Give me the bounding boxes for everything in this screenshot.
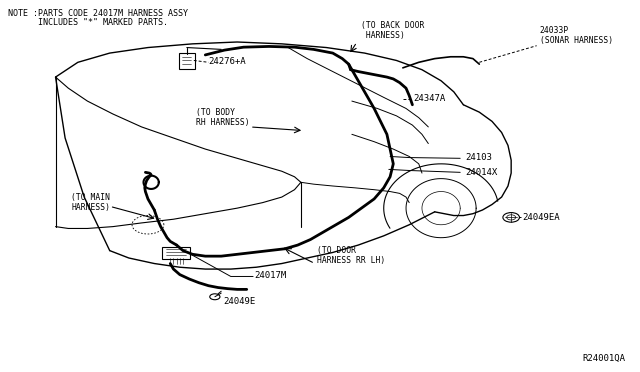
Text: 24049E: 24049E xyxy=(223,297,255,306)
Text: 24014X: 24014X xyxy=(465,168,497,177)
FancyBboxPatch shape xyxy=(179,53,195,68)
Text: (TO BACK DOOR
 HARNESS): (TO BACK DOOR HARNESS) xyxy=(362,21,425,40)
Text: INCLUDES "*" MARKED PARTS.: INCLUDES "*" MARKED PARTS. xyxy=(8,18,168,27)
Text: (TO MAIN
HARNESS): (TO MAIN HARNESS) xyxy=(72,193,111,212)
Text: R24001QA: R24001QA xyxy=(583,354,626,363)
Text: NOTE :PARTS CODE 24017M HARNESS ASSY: NOTE :PARTS CODE 24017M HARNESS ASSY xyxy=(8,9,188,18)
Text: 24033P
(SONAR HARNESS): 24033P (SONAR HARNESS) xyxy=(540,26,613,45)
Text: 24276+A: 24276+A xyxy=(209,57,246,66)
Text: 24049EA: 24049EA xyxy=(523,213,560,222)
Text: 24347A: 24347A xyxy=(413,94,446,103)
Text: (TO BODY
RH HARNESS): (TO BODY RH HARNESS) xyxy=(196,108,250,127)
Text: 24103: 24103 xyxy=(465,153,492,162)
FancyBboxPatch shape xyxy=(162,247,190,259)
Text: (TO DOOR
HARNESS RR LH): (TO DOOR HARNESS RR LH) xyxy=(317,246,385,265)
Text: 24017M: 24017M xyxy=(254,271,287,280)
